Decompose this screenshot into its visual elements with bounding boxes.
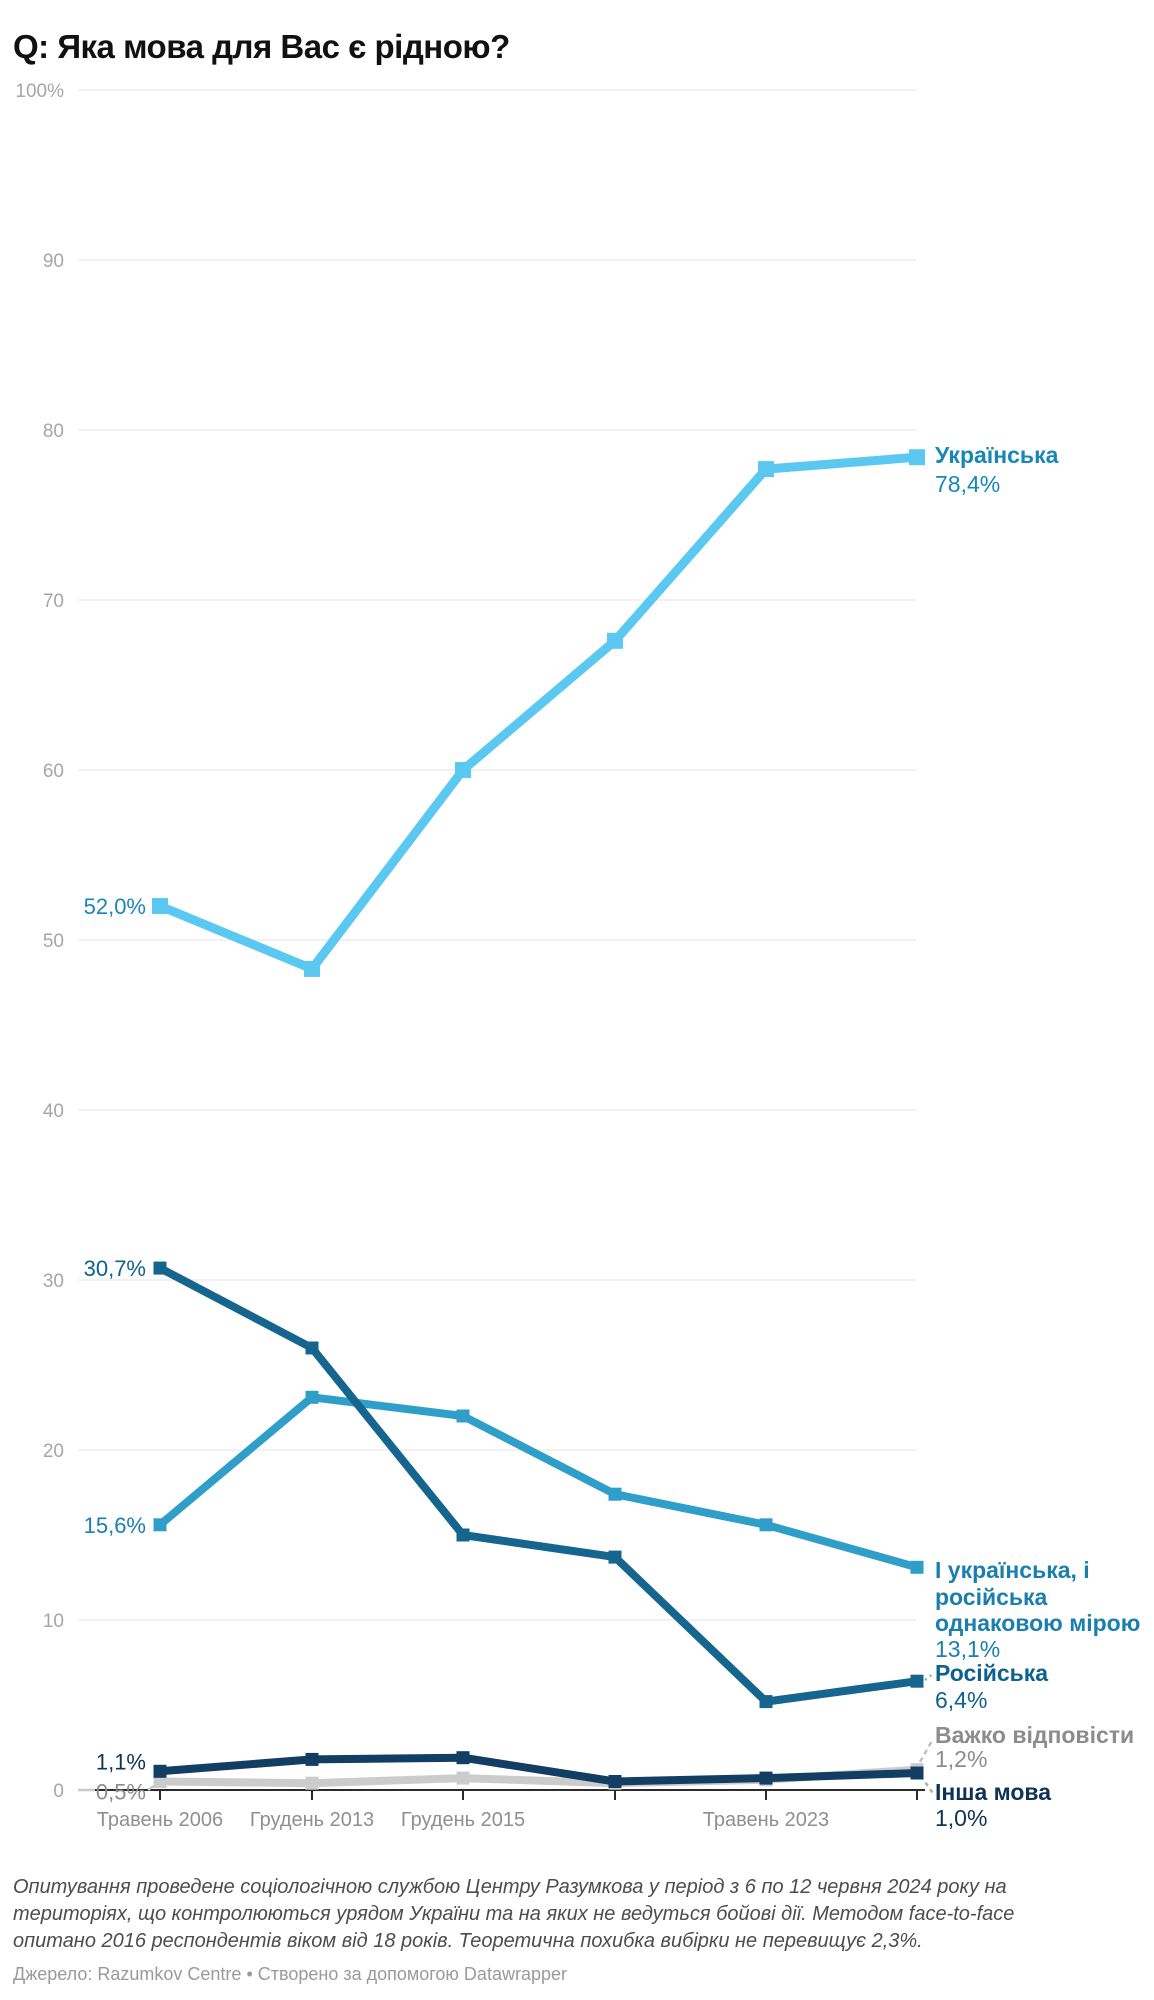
point-rosiyska-4 xyxy=(759,1695,773,1709)
y-tick-label-20: 20 xyxy=(43,1441,64,1462)
point-both-equally-5 xyxy=(910,1560,924,1574)
line-chart: 100% 90 80 70 60 50 40 30 20 10 0 Травень 2006 Груде… xyxy=(15,81,1140,1831)
x-tick-label: Травень 2006 xyxy=(97,1809,223,1831)
line-both-equally xyxy=(157,1393,919,1572)
notes-line: Опитування проведене соціологічною служб… xyxy=(13,1876,1007,1898)
start-value-label-ukrainska: 52,0% xyxy=(84,894,146,919)
series-label-both-equally: російська xyxy=(935,1584,1048,1610)
point-ukrainska-3 xyxy=(607,632,623,649)
y-tick-label-70: 70 xyxy=(43,591,64,612)
series-label-insha-mova: Інша мова xyxy=(935,1779,1051,1805)
start-value-label-insha-mova: 1,1% xyxy=(96,1749,146,1774)
point-insha-mova-3 xyxy=(608,1775,622,1788)
point-insha-mova-5 xyxy=(910,1766,924,1780)
point-rosiyska-3 xyxy=(608,1550,622,1564)
start-value-label-both-equally: 15,6% xyxy=(84,1513,146,1538)
start-value-label-vazhko-vidpovisty: 0,5% xyxy=(96,1780,146,1805)
chart-notes: Опитування проведене соціологічною служб… xyxy=(13,1874,1147,1955)
y-tick-label-80: 80 xyxy=(43,421,64,442)
point-ukrainska-1 xyxy=(304,960,320,977)
line-insha-mova xyxy=(159,1753,918,1786)
point-ukrainska-2 xyxy=(455,762,471,778)
y-tick-label-60: 60 xyxy=(43,761,64,782)
point-both-equally-3 xyxy=(608,1487,622,1501)
series-label-rosiyska: Російська xyxy=(935,1660,1048,1686)
series-label-vazhko-vidpovisty: Важко відповісти xyxy=(935,1722,1134,1748)
point-both-equally-1 xyxy=(305,1390,319,1404)
point-both-equally-0 xyxy=(153,1518,167,1532)
point-both-equally-2 xyxy=(456,1409,470,1423)
source-attribution: Джерело: Razumkov Centre • Створено за д… xyxy=(13,1964,567,1984)
end-value-label-insha-mova: 1,0% xyxy=(935,1805,987,1831)
end-value-label-rosiyska: 6,4% xyxy=(935,1687,987,1713)
page-title: Q: Яка мова для Вас є рідною? xyxy=(13,28,510,66)
point-rosiyska-5 xyxy=(910,1674,924,1688)
point-rosiyska-2 xyxy=(456,1528,470,1542)
y-tick-label-40: 40 xyxy=(43,1101,64,1122)
point-ukrainska-5 xyxy=(909,449,925,466)
y-tick-label-50: 50 xyxy=(43,931,64,952)
series-label-both-equally: І українська, і xyxy=(935,1557,1090,1583)
point-insha-mova-4 xyxy=(759,1771,773,1785)
y-tick-label-90: 90 xyxy=(43,251,64,272)
y-tick-label-100: 100% xyxy=(15,81,64,102)
x-tick-label: Травень 2023 xyxy=(703,1809,829,1831)
point-vazhko-vidpovisty-1 xyxy=(305,1776,319,1790)
x-tick-label: Грудень 2015 xyxy=(401,1809,525,1831)
leader-rosiyska xyxy=(924,1673,934,1681)
point-vazhko-vidpovisty-2 xyxy=(456,1771,470,1785)
y-tick-label-0: 0 xyxy=(53,1781,64,1802)
start-value-label-rosiyska: 30,7% xyxy=(84,1256,146,1281)
end-value-label-both-equally: 13,1% xyxy=(935,1636,1000,1662)
point-rosiyska-1 xyxy=(305,1341,319,1355)
leader-vazhko xyxy=(918,1738,935,1763)
notes-line: територіях, що контролюються урядом Укра… xyxy=(13,1903,1015,1925)
point-vazhko-vidpovisty-0 xyxy=(153,1775,167,1788)
point-ukrainska-4 xyxy=(758,461,774,478)
line-ukrainska xyxy=(158,452,918,974)
y-tick-label-30: 30 xyxy=(43,1271,64,1292)
point-rosiyska-0 xyxy=(153,1261,167,1275)
line-rosiyska xyxy=(158,1264,918,1706)
point-insha-mova-1 xyxy=(305,1752,319,1766)
y-tick-label-10: 10 xyxy=(43,1611,64,1632)
point-insha-mova-0 xyxy=(153,1764,167,1778)
notes-line: опитано 2016 респондентів віком від 18 р… xyxy=(13,1930,923,1952)
x-tick-label: Грудень 2013 xyxy=(250,1809,374,1831)
point-insha-mova-2 xyxy=(456,1751,470,1765)
point-ukrainska-0 xyxy=(152,898,168,914)
series-label-both-equally: однаковою мірою xyxy=(935,1610,1140,1636)
end-value-label-vazhko-vidpovisty: 1,2% xyxy=(935,1746,987,1772)
series-label-ukrainska: Українська xyxy=(935,442,1059,468)
point-both-equally-4 xyxy=(759,1518,773,1532)
end-value-label-ukrainska: 78,4% xyxy=(935,471,1000,497)
